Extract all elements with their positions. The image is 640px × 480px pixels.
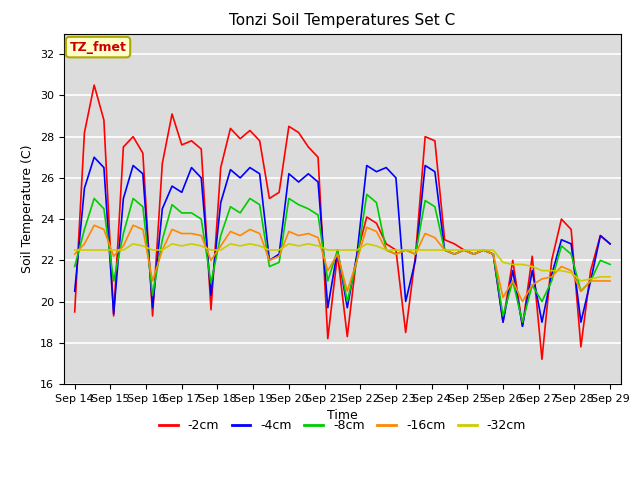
- -4cm: [71, 288, 79, 294]
- -2cm: [490, 251, 497, 257]
- -2cm: [538, 356, 546, 362]
- -16cm: [71, 251, 79, 257]
- -4cm: [518, 324, 526, 329]
- -16cm: [606, 278, 614, 284]
- Y-axis label: Soil Temperature (C): Soil Temperature (C): [22, 144, 35, 273]
- Line: -4cm: -4cm: [75, 157, 610, 326]
- -32cm: [606, 274, 614, 280]
- -4cm: [490, 251, 497, 257]
- -32cm: [81, 247, 88, 253]
- -16cm: [412, 251, 419, 257]
- Line: -32cm: -32cm: [75, 244, 610, 281]
- -16cm: [382, 247, 390, 253]
- -2cm: [412, 253, 419, 259]
- -16cm: [518, 299, 526, 304]
- -2cm: [275, 190, 283, 195]
- Legend: -2cm, -4cm, -8cm, -16cm, -32cm: -2cm, -4cm, -8cm, -16cm, -32cm: [154, 414, 531, 437]
- -32cm: [71, 247, 79, 253]
- -2cm: [431, 138, 438, 144]
- -8cm: [490, 251, 497, 257]
- Text: TZ_fmet: TZ_fmet: [70, 41, 127, 54]
- -2cm: [382, 241, 390, 247]
- -4cm: [431, 169, 438, 175]
- -4cm: [275, 251, 283, 257]
- -2cm: [71, 309, 79, 315]
- -4cm: [412, 257, 419, 263]
- -8cm: [431, 204, 438, 210]
- -32cm: [577, 278, 585, 284]
- -8cm: [81, 227, 88, 232]
- -8cm: [363, 192, 371, 197]
- -4cm: [81, 185, 88, 191]
- -2cm: [90, 82, 98, 88]
- -16cm: [81, 241, 88, 247]
- Line: -2cm: -2cm: [75, 85, 610, 359]
- -8cm: [382, 247, 390, 253]
- -32cm: [490, 247, 497, 253]
- -4cm: [382, 165, 390, 170]
- -4cm: [90, 155, 98, 160]
- -2cm: [606, 241, 614, 247]
- -32cm: [431, 247, 438, 253]
- -32cm: [412, 247, 419, 253]
- -8cm: [412, 251, 419, 257]
- Title: Tonzi Soil Temperatures Set C: Tonzi Soil Temperatures Set C: [229, 13, 456, 28]
- X-axis label: Time: Time: [327, 409, 358, 422]
- -8cm: [606, 262, 614, 267]
- -2cm: [81, 130, 88, 135]
- -16cm: [90, 222, 98, 228]
- -8cm: [266, 264, 273, 269]
- -4cm: [606, 241, 614, 247]
- Line: -16cm: -16cm: [75, 225, 610, 301]
- Line: -8cm: -8cm: [75, 194, 610, 322]
- -16cm: [275, 253, 283, 259]
- -16cm: [490, 251, 497, 257]
- -32cm: [129, 241, 137, 247]
- -32cm: [275, 247, 283, 253]
- -32cm: [382, 247, 390, 253]
- -8cm: [71, 264, 79, 269]
- -8cm: [518, 319, 526, 325]
- -16cm: [431, 235, 438, 240]
